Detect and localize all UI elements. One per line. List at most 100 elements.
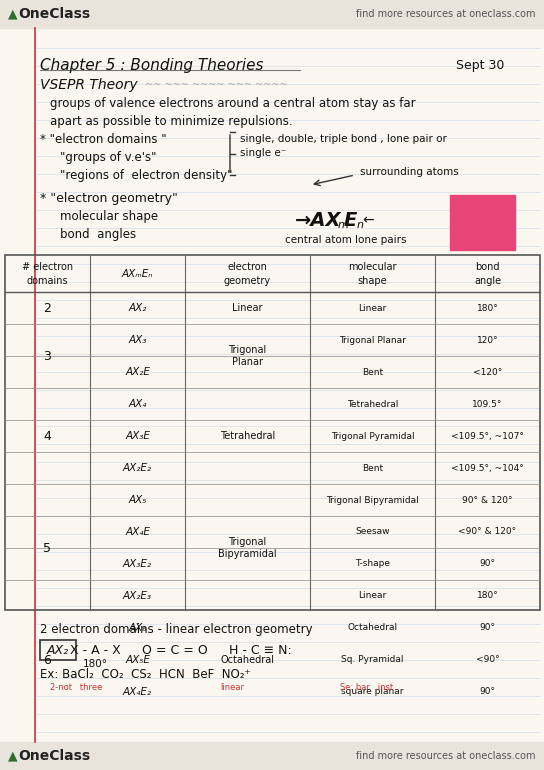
Text: H - C ≡ N:: H - C ≡ N: xyxy=(228,644,292,657)
Text: AX₅E: AX₅E xyxy=(125,655,150,665)
Text: AX₃E₂: AX₃E₂ xyxy=(123,559,152,569)
Text: surrounding atoms: surrounding atoms xyxy=(360,167,459,177)
Text: linear: linear xyxy=(220,684,244,692)
Text: molecular shape: molecular shape xyxy=(60,209,158,223)
Text: →AX: →AX xyxy=(295,210,342,229)
Text: Chapter 5 : Bonding Theories: Chapter 5 : Bonding Theories xyxy=(40,58,263,72)
Bar xyxy=(40,640,76,660)
Text: shape: shape xyxy=(358,276,387,286)
Text: find more resources at oneclass.com: find more resources at oneclass.com xyxy=(356,9,536,19)
Text: <90° & 120°: <90° & 120° xyxy=(459,527,517,537)
Text: <120°: <120° xyxy=(473,367,502,377)
Text: Bent: Bent xyxy=(362,367,383,377)
Text: Ex: BaCl₂  CO₂  CS₂  HCN  BeF  NO₂⁺: Ex: BaCl₂ CO₂ CS₂ HCN BeF NO₂⁺ xyxy=(40,668,251,681)
Bar xyxy=(0,742,544,770)
Text: Bent: Bent xyxy=(362,464,383,473)
Bar xyxy=(0,0,544,28)
Text: AX₂E₂: AX₂E₂ xyxy=(123,463,152,473)
Bar xyxy=(5,255,540,610)
Text: AX₂: AX₂ xyxy=(128,303,147,313)
Text: single e⁻: single e⁻ xyxy=(240,148,286,158)
Text: m: m xyxy=(338,220,349,230)
Text: ▲: ▲ xyxy=(8,749,17,762)
Text: 90° & 120°: 90° & 120° xyxy=(462,496,513,504)
Text: Linear: Linear xyxy=(232,303,263,313)
Text: Se: bar   inst: Se: bar inst xyxy=(340,684,393,692)
Text: Trigonal Bipyramidal: Trigonal Bipyramidal xyxy=(326,496,419,504)
Text: find more resources at oneclass.com: find more resources at oneclass.com xyxy=(356,751,536,761)
Text: O = C = O: O = C = O xyxy=(142,644,208,657)
Text: 120°: 120° xyxy=(477,336,498,344)
Text: AXₘEₙ: AXₘEₙ xyxy=(122,269,153,279)
Text: AX₂E₃: AX₂E₃ xyxy=(123,591,152,601)
Text: VSEPR Theory: VSEPR Theory xyxy=(40,78,138,92)
Text: molecular: molecular xyxy=(348,262,397,272)
Text: 90°: 90° xyxy=(479,560,496,568)
Text: ←: ← xyxy=(362,213,374,227)
Text: # electron: # electron xyxy=(22,262,73,272)
Text: X - A - X: X - A - X xyxy=(70,644,120,657)
Text: AX₄: AX₄ xyxy=(128,399,147,409)
Text: square planar: square planar xyxy=(341,688,404,697)
Text: Trigonal
Bipyramidal: Trigonal Bipyramidal xyxy=(218,537,277,559)
Text: apart as possible to minimize repulsions.: apart as possible to minimize repulsions… xyxy=(50,115,293,128)
Text: "groups of v.e's": "groups of v.e's" xyxy=(60,150,157,163)
Text: n: n xyxy=(357,220,364,230)
Text: AX₂E: AX₂E xyxy=(125,367,150,377)
Text: 2: 2 xyxy=(44,302,52,314)
Text: AX₃E: AX₃E xyxy=(125,431,150,441)
Text: 109.5°: 109.5° xyxy=(472,400,503,409)
Text: "regions of  electron density": "regions of electron density" xyxy=(60,169,232,182)
Text: <109.5°, ~107°: <109.5°, ~107° xyxy=(451,431,524,440)
Bar xyxy=(450,195,515,250)
Text: Octahedral: Octahedral xyxy=(220,655,275,665)
Text: bond: bond xyxy=(475,262,500,272)
Text: AX₂: AX₂ xyxy=(47,644,69,657)
Text: ~~ ~~~ ~~~~ ~~~ ~~~~: ~~ ~~~ ~~~~ ~~~ ~~~~ xyxy=(145,80,287,90)
Text: Tetrahedral: Tetrahedral xyxy=(220,431,275,441)
Text: Trigonal
Planar: Trigonal Planar xyxy=(228,345,267,367)
Text: AX₆: AX₆ xyxy=(128,623,147,633)
Text: lone pairs: lone pairs xyxy=(355,235,406,245)
Text: OneClass: OneClass xyxy=(18,7,90,21)
Text: angle: angle xyxy=(474,276,501,286)
Text: electron: electron xyxy=(227,262,268,272)
Text: <90°: <90° xyxy=(475,655,499,665)
Text: bond  angles: bond angles xyxy=(60,227,136,240)
Text: Octahedral: Octahedral xyxy=(348,624,398,632)
Text: AX₅: AX₅ xyxy=(128,495,147,505)
Text: * "electron domains ": * "electron domains " xyxy=(40,132,166,146)
Text: groups of valence electrons around a central atom stay as far: groups of valence electrons around a cen… xyxy=(50,96,416,109)
Text: AX₄E: AX₄E xyxy=(125,527,150,537)
Text: T-shape: T-shape xyxy=(355,560,390,568)
Text: Sept 30: Sept 30 xyxy=(456,59,504,72)
Text: 2-not   three: 2-not three xyxy=(50,684,102,692)
Text: * "electron geometry": * "electron geometry" xyxy=(40,192,178,205)
Text: 180°: 180° xyxy=(83,659,108,669)
Text: OneClass: OneClass xyxy=(18,749,90,763)
Text: ▲: ▲ xyxy=(8,8,17,21)
Text: 2 electron domains - linear electron geometry: 2 electron domains - linear electron geo… xyxy=(40,624,313,637)
Text: central atom: central atom xyxy=(285,235,352,245)
Text: 5: 5 xyxy=(44,541,52,554)
Text: single, double, triple bond , lone pair or: single, double, triple bond , lone pair … xyxy=(240,134,447,144)
Text: 4: 4 xyxy=(44,430,52,443)
Text: Trigonal Planar: Trigonal Planar xyxy=(339,336,406,344)
Text: 90°: 90° xyxy=(479,688,496,697)
Text: Sq. Pyramidal: Sq. Pyramidal xyxy=(341,655,404,665)
Text: 180°: 180° xyxy=(477,303,498,313)
Text: Tetrahedral: Tetrahedral xyxy=(347,400,398,409)
Text: domains: domains xyxy=(27,276,69,286)
Text: geometry: geometry xyxy=(224,276,271,286)
Text: 6: 6 xyxy=(44,654,52,667)
Text: Linear: Linear xyxy=(358,591,387,601)
Text: AX₃: AX₃ xyxy=(128,335,147,345)
Text: <109.5°, ~104°: <109.5°, ~104° xyxy=(451,464,524,473)
Text: Seesaw: Seesaw xyxy=(355,527,390,537)
Text: 90°: 90° xyxy=(479,624,496,632)
Text: E: E xyxy=(344,210,357,229)
Text: AX₄E₂: AX₄E₂ xyxy=(123,687,152,697)
Text: 3: 3 xyxy=(44,350,52,363)
Text: Trigonal Pyramidal: Trigonal Pyramidal xyxy=(331,431,415,440)
Text: 180°: 180° xyxy=(477,591,498,601)
